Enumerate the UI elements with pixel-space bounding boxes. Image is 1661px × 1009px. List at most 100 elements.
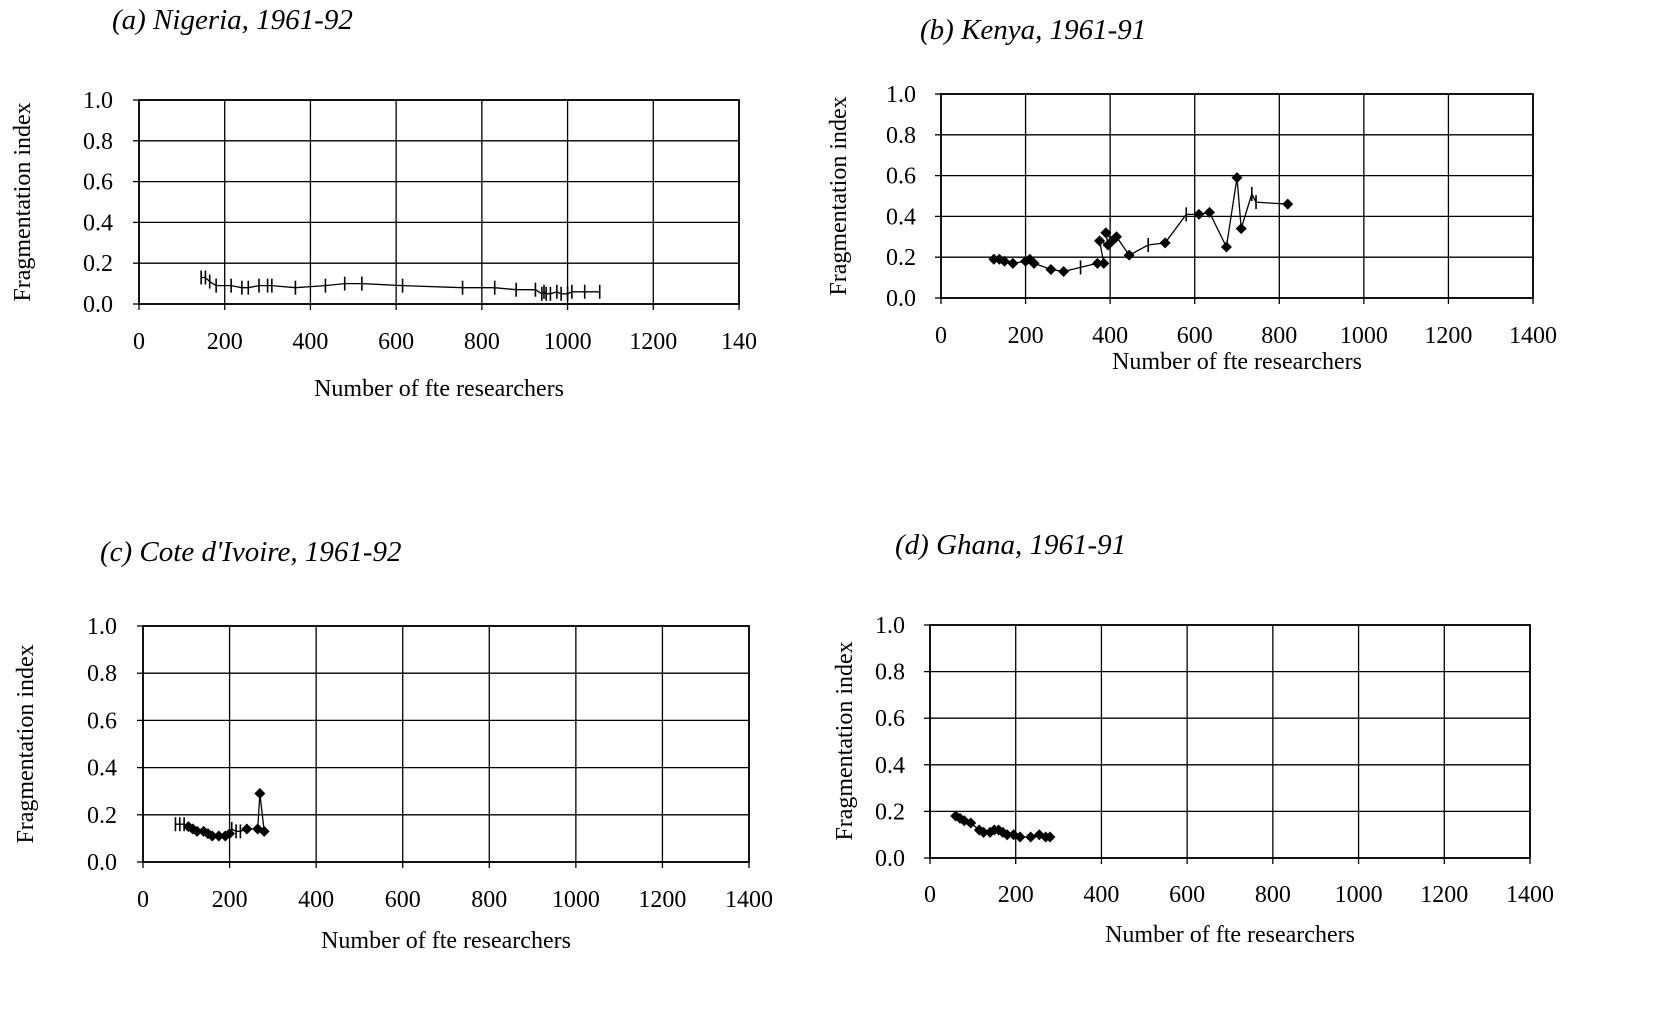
x-axis-label: Number of fte researchers <box>1105 922 1355 948</box>
series-line <box>201 276 600 295</box>
y-axis-label: Fragmentation index <box>832 641 858 840</box>
x-tick-label: 200 <box>998 882 1034 908</box>
y-tick-label: 0.6 <box>886 164 916 190</box>
x-tick-label: 800 <box>464 329 500 355</box>
data-point <box>1231 172 1243 184</box>
data-point <box>1098 257 1110 269</box>
x-tick-label: 400 <box>1083 882 1119 908</box>
y-tick-label: 1.0 <box>87 614 117 640</box>
y-tick-label: 1.0 <box>83 88 113 114</box>
x-axis-label: Number of fte researchers <box>1112 349 1362 375</box>
data-point <box>1091 257 1103 269</box>
y-axis-label: Fragmentation index <box>10 102 36 301</box>
chart-d: 0 200 400 600 800 1000 1200 1400 0.0 0.2 0.4 0.6 0.8… <box>832 613 1554 948</box>
data-point <box>1110 231 1122 243</box>
y-axis-label: Fragmentation index <box>826 96 852 295</box>
data-point <box>1100 227 1112 239</box>
y-axis-label: Fragmentation index <box>13 644 39 843</box>
x-tick-label: 1000 <box>1335 882 1383 908</box>
x-tick-label: 800 <box>1261 323 1297 349</box>
y-tick-label: 0.0 <box>875 846 905 872</box>
y-tick-label: 0.6 <box>87 708 117 734</box>
x-tick-label: 800 <box>1255 882 1291 908</box>
y-tick-label: 0.6 <box>875 706 905 732</box>
x-tick-label: 600 <box>1177 323 1213 349</box>
x-tick-label: 1000 <box>552 887 600 913</box>
data-point <box>1044 831 1056 843</box>
y-tick-label: 0.2 <box>886 245 916 271</box>
data-point <box>1193 208 1205 220</box>
x-tick-label: 1200 <box>1420 882 1468 908</box>
data-point <box>1001 829 1013 841</box>
y-tick-label: 0.0 <box>83 292 113 318</box>
plot-frame <box>929 624 1531 859</box>
data-point <box>1094 235 1106 247</box>
data-point <box>978 826 990 838</box>
data-point <box>998 255 1010 267</box>
y-tick-label: 0.4 <box>87 756 117 782</box>
x-tick-label: 1000 <box>544 329 592 355</box>
x-tick-label: 1200 <box>638 887 686 913</box>
y-tick-label: 0.2 <box>83 251 113 277</box>
data-point <box>1220 241 1232 253</box>
y-tick-label: 0.4 <box>886 204 916 230</box>
y-tick-label: 0.4 <box>875 753 905 779</box>
x-tick-label: 200 <box>1008 323 1044 349</box>
x-tick-label: 600 <box>1169 882 1205 908</box>
x-tick-label: 1400 <box>1509 323 1557 349</box>
x-tick-label: 0 <box>924 882 936 908</box>
x-tick-label: 1400 <box>725 887 773 913</box>
x-tick-label: 140 <box>721 329 757 355</box>
data-point <box>1007 257 1019 269</box>
y-tick-label: 0.8 <box>83 129 113 155</box>
x-tick-label: 1400 <box>1506 882 1554 908</box>
x-tick-label: 200 <box>207 329 243 355</box>
x-tick-label: 400 <box>1092 323 1128 349</box>
x-tick-label: 1200 <box>629 329 677 355</box>
data-point <box>1159 237 1171 249</box>
chart-d-title: (d) Ghana, 1961-91 <box>895 529 1127 561</box>
chart-a-title: (a) Nigeria, 1961-92 <box>112 4 353 36</box>
y-tick-label: 0.0 <box>87 850 117 876</box>
data-point <box>241 823 253 835</box>
x-tick-label: 0 <box>137 887 149 913</box>
x-axis-label: Number of fte researchers <box>314 376 564 402</box>
x-tick-label: 600 <box>378 329 414 355</box>
data-point <box>206 830 218 842</box>
x-tick-label: 1000 <box>1340 323 1388 349</box>
data-point <box>1028 257 1040 269</box>
x-tick-label: 800 <box>471 887 507 913</box>
data-point <box>1282 198 1294 210</box>
y-tick-label: 0.2 <box>875 799 905 825</box>
data-point <box>213 830 225 842</box>
chart-a: 0 200 400 600 800 1000 1200 140 0.0 0.2 0.4 0.6 0.8 1… <box>10 88 757 402</box>
data-point <box>1045 263 1057 275</box>
chart-b-title: (b) Kenya, 1961-91 <box>920 14 1147 46</box>
data-point <box>1123 249 1135 261</box>
chart-c: 0 200 400 600 800 1000 1200 1400 0.0 0.2 0.4 0.6 0.8… <box>13 614 773 954</box>
data-point <box>1014 831 1026 843</box>
y-tick-label: 0.8 <box>87 661 117 687</box>
data-point <box>191 825 203 837</box>
plot-frame <box>142 625 750 863</box>
plot-frame <box>940 93 1534 299</box>
y-tick-label: 0.6 <box>83 170 113 196</box>
data-point <box>254 788 266 800</box>
y-tick-label: 0.4 <box>83 210 113 236</box>
x-tick-label: 0 <box>935 323 947 349</box>
chart-c-title: (c) Cote d'Ivoire, 1961-92 <box>100 536 402 568</box>
data-point <box>1235 223 1247 235</box>
x-tick-label: 400 <box>292 329 328 355</box>
y-tick-label: 0.2 <box>87 803 117 829</box>
data-point <box>1058 265 1070 277</box>
x-tick-label: 600 <box>385 887 421 913</box>
data-point <box>965 817 977 829</box>
y-tick-label: 0.8 <box>886 123 916 149</box>
plot-frame <box>138 99 740 305</box>
y-tick-label: 0.0 <box>886 286 916 312</box>
chart-b: 0 200 400 600 800 1000 1200 1400 0.0 0.2 0.4 0.6 0.8… <box>826 82 1557 375</box>
y-tick-label: 1.0 <box>875 613 905 639</box>
x-tick-label: 400 <box>298 887 334 913</box>
y-tick-label: 1.0 <box>886 82 916 108</box>
